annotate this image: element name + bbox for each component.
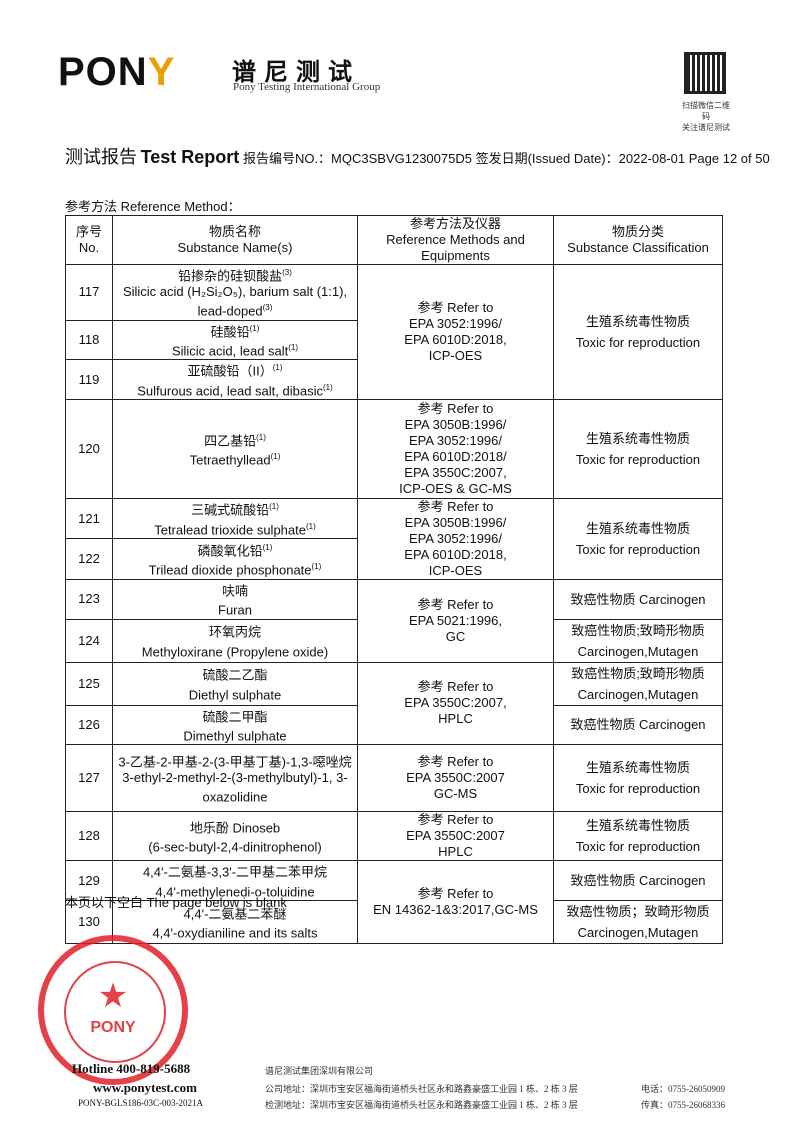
header-class: 物质分类 Substance Classification xyxy=(553,215,723,265)
lab-address: 检测地址：深圳市宝安区福海街道桥头社区永和路鑫豪盛工业园 1 栋、2 栋 3 层 xyxy=(265,1100,578,1110)
substance-classification: 生殖系统毒性物质 Toxic for reproduction xyxy=(553,744,723,813)
table-row: 125 硫酸二乙酯 Diethyl sulphate 参考 Refer to EPA 3… xyxy=(65,661,723,746)
row-no: 126 xyxy=(65,704,113,746)
telephone: 电话：0755-26050909 xyxy=(641,1084,725,1094)
row-no: 120 xyxy=(65,398,113,499)
substance-name: 亚硫酸铅（II）(1) Sulfurous acid, lead salt, di… xyxy=(112,359,358,400)
substance-classification: 致癌性物质 Carcinogen xyxy=(553,578,723,620)
table-row: 120 四乙基铅(1) Tetraethyllead(1) 参考 Refer to EP… xyxy=(65,398,723,499)
substance-name: 四乙基铅(1) Tetraethyllead(1) xyxy=(112,398,358,499)
logo-en: Pony Testing International Group xyxy=(233,81,381,93)
fax: 传真：0755-26068336 xyxy=(641,1100,725,1110)
substance-name: 磷酸氧化铅(1) Trilead dioxide phosphonate(1) xyxy=(112,538,358,580)
row-no: 125 xyxy=(65,661,113,706)
substance-classification: 生殖系统毒性物质 Toxic for reproduction xyxy=(553,497,723,580)
company-seal: ★ PONY xyxy=(38,935,188,1085)
table-row: 118 硅酸铅(1) Silicic acid, lead salt(1) xyxy=(65,319,723,361)
reference-method: 参考 Refer to EPA 5021:1996, GC xyxy=(357,578,554,663)
substance-name: 地乐酚 Dinoseb (6-sec-butyl-2,4-dinitropheno… xyxy=(112,811,358,862)
reference-method: 参考 Refer to EPA 3550C:2007 HPLC xyxy=(357,811,554,862)
substance-name: 硫酸二甲酯 Dimethyl sulphate xyxy=(112,704,358,746)
row-no: 127 xyxy=(65,744,113,813)
table-row: 128 地乐酚 Dinoseb (6-sec-butyl-2,4-dinitroph… xyxy=(65,811,723,862)
form-code: PONY-BGLS186-03C-003-2021A xyxy=(78,1098,204,1108)
substance-name: 三碱式硫酸铅(1) Tetralead trioxide sulphate(1) xyxy=(112,497,358,540)
company-address: 公司地址：深圳市宝安区福海街道桥头社区永和路鑫豪盛工业园 1 栋、2 栋 3 层 xyxy=(265,1084,578,1094)
table-row: 130 4,4'-二氨基二苯醚 4,4'-oxydianiline and its … xyxy=(65,899,723,944)
row-no: 117 xyxy=(65,264,113,321)
substance-name: 4,4'-二氨基二苯醚 4,4'-oxydianiline and its sal… xyxy=(112,899,358,944)
reference-method: 参考 Refer to EPA 3550C:2007, HPLC xyxy=(357,661,554,746)
table-row: 119 亚硫酸铅（II）(1) Sulfurous acid, lead salt,… xyxy=(65,359,723,400)
blank-note: 本页以下空白 The page below is blank xyxy=(65,895,287,910)
reference-method: 参考 Refer to EN 14362-1&3:2017,GC-MS xyxy=(357,860,554,944)
website: www.ponytest.com xyxy=(93,1080,197,1095)
row-no: 122 xyxy=(65,538,113,580)
substance-classification: 致癌性物质 Carcinogen xyxy=(553,704,723,746)
table-row: 129 4,4'-二氨基-3,3'-二甲基二苯甲烷 4,4'-methylenedi… xyxy=(65,860,723,944)
substance-name: 铅掺杂的硅钡酸盐(3) Silicic acid (H₂Si₂O₅), bariu… xyxy=(112,264,358,321)
header-name: 物质名称 Substance Name(s) xyxy=(112,215,358,265)
reference-method: 参考 Refer to EPA 3050B:1996/EPA 3052:1996/… xyxy=(357,497,554,580)
header-no: 序号 No. xyxy=(65,215,113,265)
qr-caption: 扫描微信二维码 关注谱尼测试 xyxy=(682,101,730,132)
substance-name: 硅酸铅(1) Silicic acid, lead salt(1) xyxy=(112,319,358,361)
table-row: 126 硫酸二甲酯 Dimethyl sulphate 致癌性物质 Carcinoge… xyxy=(65,704,723,746)
substance-classification: 生殖系统毒性物质 Toxic for reproduction xyxy=(553,398,723,499)
row-no: 128 xyxy=(65,811,113,862)
substance-name: 呋喃 Furan xyxy=(112,578,358,620)
substance-classification: 致癌性物质 Carcinogen xyxy=(553,860,723,901)
table-row: 127 3-乙基-2-甲基-2-(3-甲基丁基)-1,3-噁唑烷 3-ethyl-2… xyxy=(65,744,723,813)
pony-logo: PONY xyxy=(58,50,176,94)
substance-name: 4,4'-二氨基-3,3'-二甲基二苯甲烷 4,4'-methylenedi-o-… xyxy=(112,860,358,901)
row-no: 118 xyxy=(65,319,113,361)
table-row: 124 环氧丙烷 Methyloxirane (Propylene oxide) 致癌… xyxy=(65,618,723,663)
row-no: 119 xyxy=(65,359,113,400)
row-no: 123 xyxy=(65,578,113,620)
company-name: 谱尼测试集团深圳有限公司 xyxy=(265,1066,374,1076)
table-header-row: 序号 No. 物质名称 Substance Name(s) 参考方法及仪器 Refer… xyxy=(65,215,723,265)
reference-method: 参考 Refer to EPA 3550C:2007 GC-MS xyxy=(357,744,554,813)
reference-method-label: 参考方法 Reference Method： xyxy=(65,199,241,214)
table-row: 123 呋喃 Furan 参考 Refer to EPA 5021:1996, GC 致癌性… xyxy=(65,578,723,663)
substance-name: 环氧丙烷 Methyloxirane (Propylene oxide) xyxy=(112,618,358,663)
table-row: 122 磷酸氧化铅(1) Trilead dioxide phosphonate(1… xyxy=(65,538,723,580)
hotline: Hotline 400-819-5688 xyxy=(72,1061,191,1076)
reference-method: 参考 Refer to EPA 3052:1996/EPA 6010D:2018,… xyxy=(357,264,554,400)
substance-name: 硫酸二乙酯 Diethyl sulphate xyxy=(112,661,358,706)
header-method: 参考方法及仪器 Reference Methods and Equipments xyxy=(357,215,554,265)
reference-method: 参考 Refer to EPA 3050B:1996/EPA 3052:1996/… xyxy=(357,398,554,499)
table-row: 117 铅掺杂的硅钡酸盐(3) Silicic acid (H₂Si₂O₅), ba… xyxy=(65,264,723,400)
substance-classification: 致癌性物质；致畸形物质 Carcinogen,Mutagen xyxy=(553,899,723,944)
substance-classification: 生殖系统毒性物质 Toxic for reproduction xyxy=(553,264,723,400)
substance-name: 3-乙基-2-甲基-2-(3-甲基丁基)-1,3-噁唑烷 3-ethyl-2-me… xyxy=(112,744,358,813)
row-no: 121 xyxy=(65,497,113,540)
substance-classification: 致癌性物质;致畸形物质 Carcinogen,Mutagen xyxy=(553,661,723,706)
logo-cn: 谱尼测试 xyxy=(232,58,360,86)
qr-code xyxy=(684,52,726,94)
substance-classification: 生殖系统毒性物质 Toxic for reproduction xyxy=(553,811,723,862)
substance-table: 序号 No. 物质名称 Substance Name(s) 参考方法及仪器 Refer… xyxy=(65,215,723,944)
row-no: 124 xyxy=(65,618,113,663)
table-row: 121 三碱式硫酸铅(1) Tetralead trioxide sulphate(… xyxy=(65,497,723,580)
substance-classification: 致癌性物质;致畸形物质 Carcinogen,Mutagen xyxy=(553,618,723,663)
report-header: 测试报告 Test Report 报告编号NO.：MQC3SBVG1230075… xyxy=(65,147,770,167)
